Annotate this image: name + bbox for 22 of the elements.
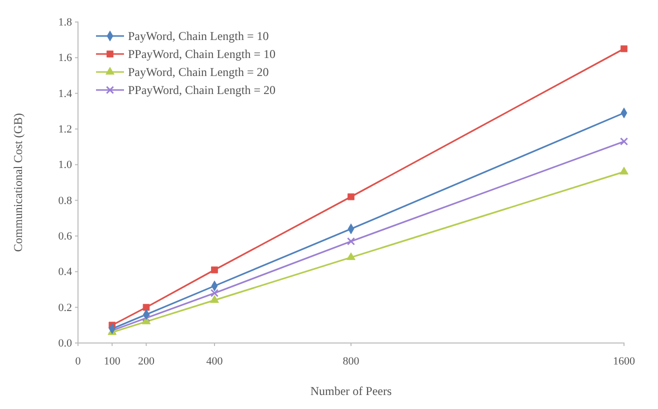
- x-axis-title: Number of Peers: [310, 384, 392, 398]
- x-tick-label: 800: [342, 355, 360, 368]
- y-tick-label: 1.6: [58, 52, 72, 64]
- legend-label: PPayWord, Chain Length = 10: [128, 47, 276, 62]
- y-tick-label: 1.2: [58, 124, 72, 136]
- y-tick-label: 0.0: [58, 338, 72, 350]
- y-tick-label: 0.2: [58, 302, 72, 314]
- x-tick-label: 400: [206, 355, 224, 368]
- y-tick-label: 0.4: [58, 266, 72, 278]
- y-tick-label: 0.6: [58, 230, 72, 243]
- y-tick-label: 0.8: [58, 194, 72, 207]
- x-tick-label: 1600: [613, 355, 636, 368]
- y-axis-title: Communicational Cost (GB): [11, 113, 25, 252]
- legend-label: PPayWord, Chain Length = 20: [128, 83, 276, 98]
- y-tick-label: 1.8: [58, 16, 72, 29]
- legend-label: PayWord, Chain Length = 20: [128, 65, 269, 80]
- x-tick-label: 200: [138, 355, 155, 368]
- x-tick-label: 100: [104, 355, 121, 368]
- legend-label: PayWord, Chain Length = 10: [128, 29, 269, 44]
- y-tick-label: 1.4: [58, 88, 72, 100]
- y-tick-label: 1.0: [58, 159, 72, 172]
- x-tick-label: 0: [75, 355, 82, 368]
